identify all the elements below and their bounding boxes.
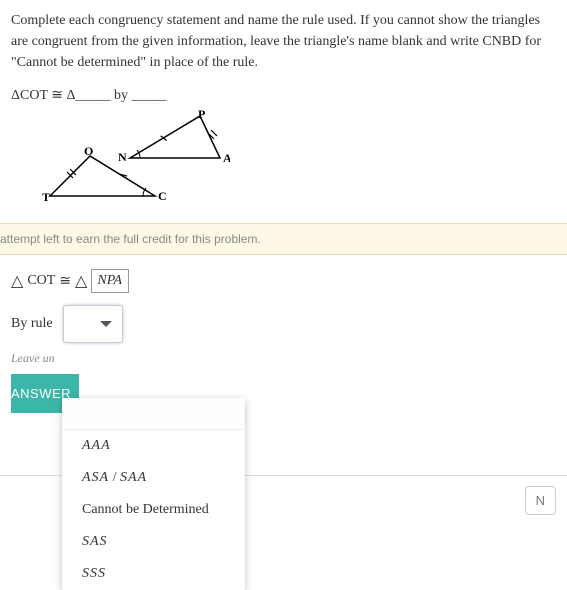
dropdown-option-aaa[interactable]: AAA xyxy=(62,430,245,462)
triangle-icon: △ xyxy=(11,271,23,291)
rule-dropdown-menu: AAA ASA / SAA Cannot be Determined SAS S… xyxy=(62,398,245,590)
congruency-statement: ΔCOT ≅ Δ_____ by _____ xyxy=(0,79,567,108)
dropdown-option-blank[interactable] xyxy=(62,398,245,430)
next-button[interactable]: N xyxy=(525,486,556,515)
triangle-answer-input[interactable]: NPA xyxy=(91,269,129,293)
label-c: C xyxy=(158,189,167,203)
instructions-text: Complete each congruency statement and n… xyxy=(0,0,567,79)
attempt-notice: attempt left to earn the full credit for… xyxy=(0,223,567,255)
label-a: A xyxy=(223,151,230,165)
dropdown-option-sas[interactable]: SAS xyxy=(62,526,245,558)
triangle-diagram: P N A O T C xyxy=(0,108,567,223)
triangle-cot-label: COT xyxy=(27,273,55,289)
dropdown-option-asa-saa[interactable]: ASA / SAA xyxy=(62,462,245,494)
label-n: N xyxy=(118,150,127,164)
answer-area: △ COT ≅ △ NPA By rule Leave un ANSWER xyxy=(0,255,567,421)
triangle-icon: △ xyxy=(75,271,87,291)
hint-text: Leave un xyxy=(11,351,556,366)
dropdown-option-cnbd[interactable]: Cannot be Determined xyxy=(62,494,245,526)
label-t: T xyxy=(42,190,50,204)
label-p: P xyxy=(198,108,205,121)
congruent-symbol: ≅ xyxy=(59,273,71,290)
by-rule-label: By rule xyxy=(11,316,53,332)
label-o: O xyxy=(84,144,93,158)
chevron-down-icon xyxy=(100,321,112,327)
rule-dropdown[interactable] xyxy=(63,305,123,343)
dropdown-option-sss[interactable]: SSS xyxy=(62,558,245,590)
